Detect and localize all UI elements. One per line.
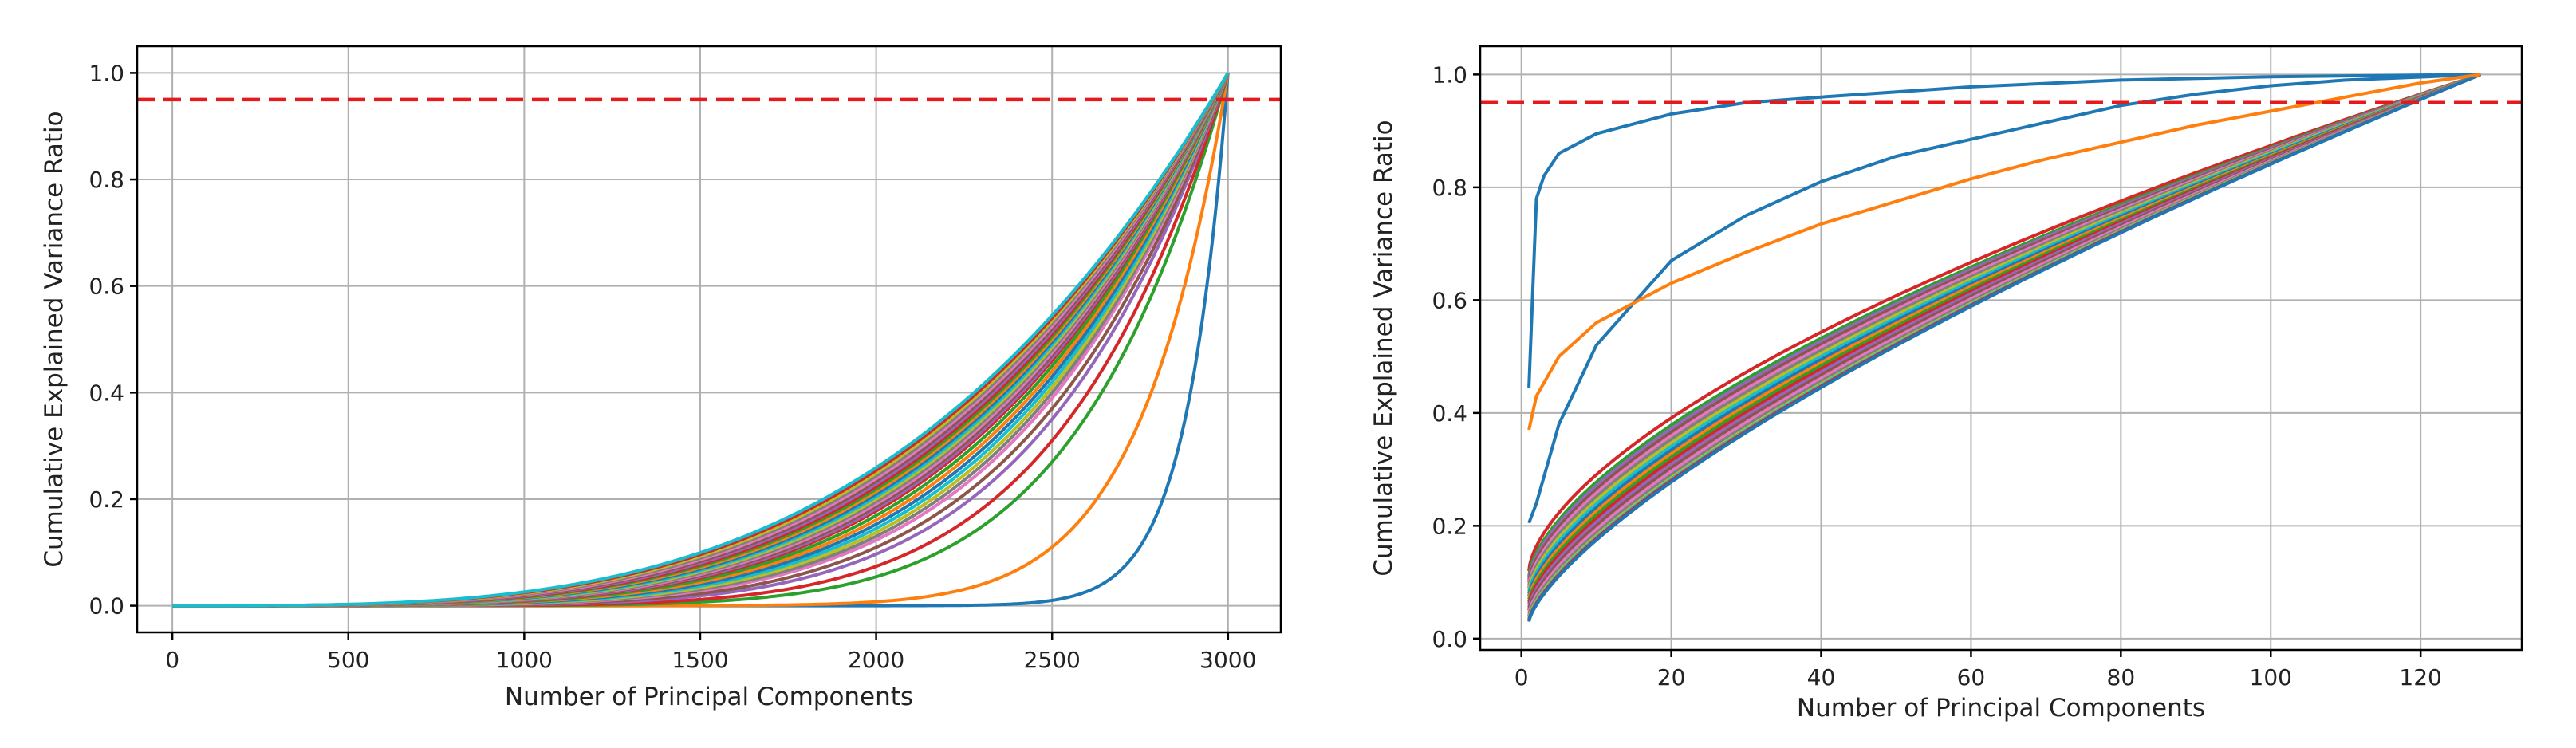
right-y-tick-label: 0.8: [1432, 175, 1467, 201]
left-x-tick-label: 0: [165, 647, 179, 673]
right-x-tick-label: 120: [2399, 664, 2441, 691]
right-y-tick-label: 1.0: [1432, 61, 1467, 88]
right-x-tick-label: 0: [1514, 664, 1529, 691]
right-x-axis-label: Number of Principal Components: [1797, 694, 2205, 722]
right-series-line-1: [1527, 73, 2481, 388]
left-x-tick-label: 2500: [1024, 647, 1081, 673]
left-x-tick-label: 1500: [672, 647, 728, 673]
left-ticks: 0 500 1000 1500 2000 2500 3000 0.0 0.2 0.4 0.6 0.8 1…: [89, 60, 1256, 673]
right-plot-frame: [1479, 45, 2523, 652]
right-y-tick-label: 0.0: [1432, 626, 1467, 652]
right-y-tick-label: 0.6: [1432, 287, 1467, 313]
right-y-tick-label: 0.2: [1432, 513, 1467, 539]
right-grid: [1480, 46, 2522, 650]
left-y-tick-label: 0.6: [89, 274, 124, 300]
right-x-tick-label: 100: [2250, 664, 2292, 691]
left-y-tick-label: 0.8: [89, 167, 124, 193]
left-plot-frame: [136, 45, 1282, 634]
left-x-tick-label: 1000: [496, 647, 553, 673]
right-ticks: 0 20 40 60 80 100 120 0.0 0.2 0.4 0.6 0.8 1.0: [1432, 61, 2441, 691]
left-y-tick-label: 0.0: [89, 593, 124, 620]
right-series-line-2: [1527, 73, 2481, 524]
left-x-tick-label: 500: [327, 647, 369, 673]
left-y-tick-label: 0.2: [89, 486, 124, 513]
left-y-tick-label: 0.4: [89, 380, 124, 406]
left-y-axis-label: Cumulative Explained Variance Ratio: [40, 111, 69, 567]
right-chart: 0 20 40 60 80 100 120 0.0 0.2 0.4 0.6 0.8 1.0 Number…: [1369, 45, 2523, 722]
left-series-line-31: [172, 72, 1230, 608]
right-x-tick-label: 40: [1807, 664, 1836, 691]
left-chart: 0 500 1000 1500 2000 2500 3000 0.0 0.2 0.4 0.6 0.8 1…: [40, 45, 1282, 711]
right-y-axis-label: Cumulative Explained Variance Ratio: [1369, 120, 1398, 576]
left-x-tick-label: 2000: [848, 647, 904, 673]
right-bundle-line-1: [1527, 73, 2481, 572]
left-x-tick-label: 3000: [1199, 647, 1256, 673]
right-y-tick-label: 0.4: [1432, 400, 1467, 427]
left-y-tick-label: 1.0: [89, 60, 124, 86]
right-x-tick-label: 20: [1657, 664, 1686, 691]
left-x-axis-label: Number of Principal Components: [505, 683, 913, 711]
right-x-tick-label: 80: [2107, 664, 2136, 691]
right-x-tick-label: 60: [1957, 664, 1986, 691]
left-series-group: [172, 72, 1230, 608]
right-bundle-line-20: [1527, 73, 2482, 623]
